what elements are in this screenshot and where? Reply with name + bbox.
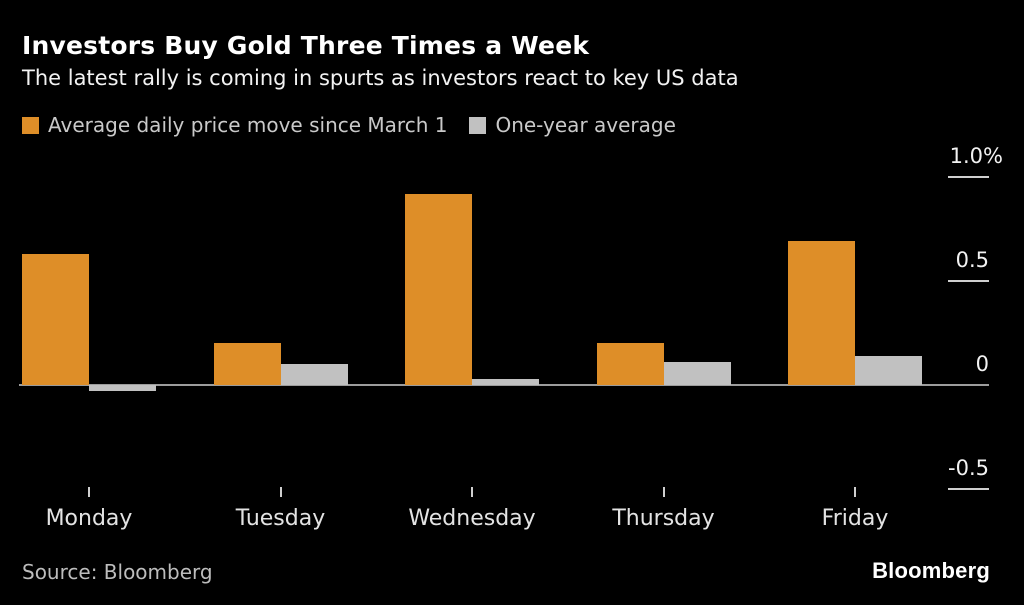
x-tick-thursday xyxy=(662,487,665,497)
legend-swatch-orange-icon xyxy=(22,116,39,134)
y-tick-label-1.0%: 1.0% xyxy=(949,144,1003,168)
x-tick-monday xyxy=(88,487,90,497)
zero-baseline xyxy=(19,384,989,386)
y-tick-1.0% xyxy=(948,176,989,178)
legend-label-since-march: Average daily price move since March 1 xyxy=(48,113,448,137)
x-label-monday: Monday xyxy=(45,506,133,531)
chart-legend: Average daily price move since March 1 O… xyxy=(22,113,676,137)
bar-friday-one-year xyxy=(855,356,922,385)
bar-wednesday-since-march xyxy=(405,194,472,385)
bar-monday-since-march xyxy=(22,254,89,385)
y-tick-label--0.5: -0.5 xyxy=(948,456,989,480)
chart-title: Investors Buy Gold Three Times a Week xyxy=(22,31,590,60)
bar-tuesday-one-year xyxy=(280,364,348,385)
y-tick-label-0.5: 0.5 xyxy=(955,248,989,272)
y-tick--0.5 xyxy=(948,488,989,490)
x-tick-tuesday xyxy=(279,487,282,497)
legend-label-one-year: One-year average xyxy=(495,113,676,137)
x-tick-wednesday xyxy=(471,487,473,497)
legend-item-one-year: One-year average xyxy=(469,113,676,137)
legend-swatch-gray-icon xyxy=(469,116,487,134)
x-label-wednesday: Wednesday xyxy=(408,506,536,531)
x-label-friday: Friday xyxy=(821,506,889,531)
source-note: Source: Bloomberg xyxy=(22,560,213,584)
x-label-thursday: Thursday xyxy=(612,506,715,531)
bar-friday-since-march xyxy=(788,241,855,385)
y-tick-label-0: 0 xyxy=(975,352,989,376)
bar-wednesday-one-year xyxy=(472,379,539,385)
bar-thursday-since-march xyxy=(596,343,664,385)
chart-subtitle: The latest rally is coming in spurts as … xyxy=(22,66,739,90)
x-tick-friday xyxy=(854,487,856,497)
bar-tuesday-since-march xyxy=(213,343,281,385)
bar-monday-one-year xyxy=(89,385,156,391)
y-tick-0.5 xyxy=(948,280,989,282)
bloomberg-logo: Bloomberg xyxy=(872,558,990,583)
bar-thursday-one-year xyxy=(663,362,731,385)
x-label-tuesday: Tuesday xyxy=(235,506,326,531)
legend-item-since-march: Average daily price move since March 1 xyxy=(22,113,447,137)
